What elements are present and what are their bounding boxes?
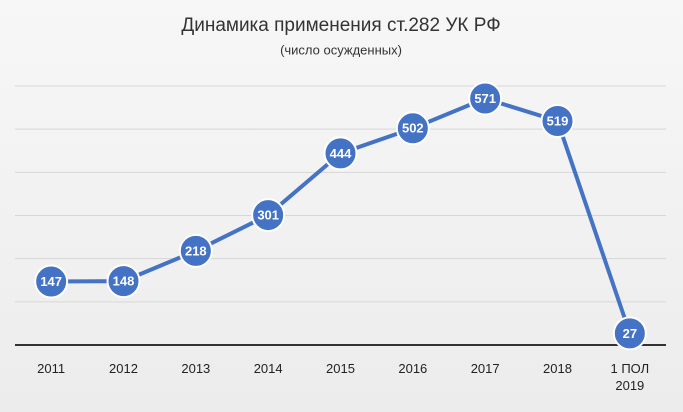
data-label: 148	[113, 274, 135, 289]
x-tick-label: 2017	[470, 361, 500, 376]
chart-subtitle: (число осужденных)	[280, 42, 402, 57]
data-label: 444	[330, 146, 352, 161]
data-label: 502	[402, 121, 424, 136]
data-label: 571	[474, 91, 496, 106]
x-tick-label: 1 ПОЛ 2019	[610, 361, 650, 393]
marker	[178, 233, 213, 268]
marker	[468, 81, 503, 116]
marker	[34, 264, 69, 299]
chart-title: Динамика применения ст.282 УК РФ	[181, 15, 500, 36]
data-label: 218	[185, 243, 207, 258]
data-label: 519	[547, 113, 569, 128]
x-tick-label: 2011	[37, 361, 66, 376]
marker	[106, 264, 141, 299]
x-tick-label: 2012	[109, 361, 138, 376]
data-label: 301	[257, 208, 279, 223]
marker	[395, 111, 430, 146]
x-tick-label: 2015	[326, 361, 355, 376]
marker	[251, 198, 286, 233]
marker	[612, 316, 647, 351]
data-label: 27	[623, 326, 637, 341]
marker	[323, 136, 358, 171]
data-label: 147	[40, 274, 62, 289]
x-tick-label: 2018	[543, 361, 572, 376]
x-tick-label: 2016	[398, 361, 428, 376]
x-tick-label: 2014	[253, 361, 283, 376]
marker	[540, 103, 575, 138]
x-tick-label: 2013	[181, 361, 211, 376]
